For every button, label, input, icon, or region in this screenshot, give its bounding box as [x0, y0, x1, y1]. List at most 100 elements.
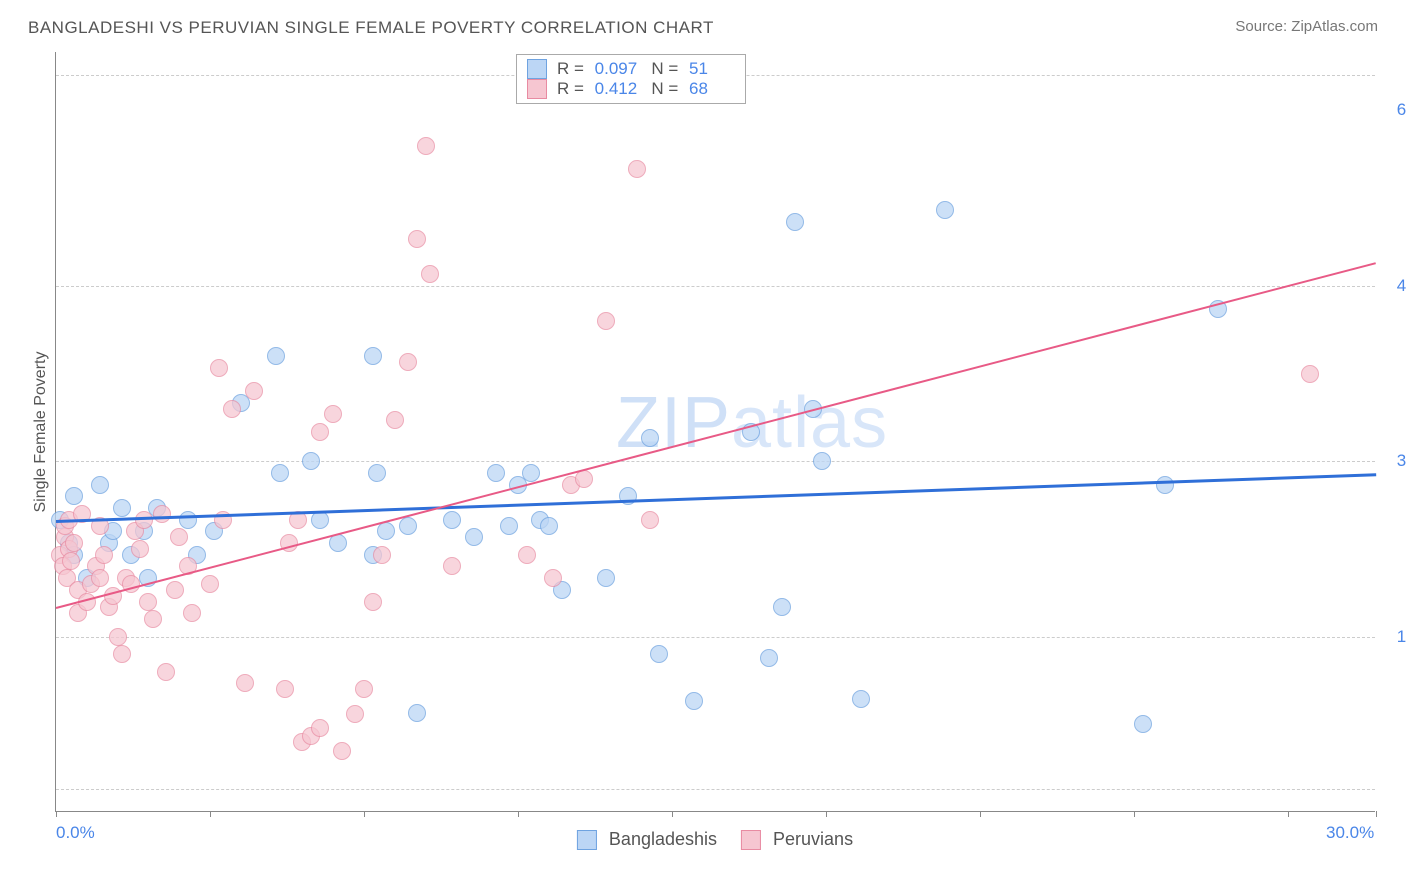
gridline: [56, 461, 1375, 462]
data-point: [65, 487, 83, 505]
x-tick: [1134, 811, 1135, 817]
data-point: [685, 692, 703, 710]
x-tick: [672, 811, 673, 817]
data-point: [236, 674, 254, 692]
data-point: [443, 557, 461, 575]
data-point: [540, 517, 558, 535]
data-point: [373, 546, 391, 564]
gridline: [56, 789, 1375, 790]
data-point: [267, 347, 285, 365]
data-point: [936, 201, 954, 219]
y-tick-label: 45.0%: [1385, 276, 1406, 296]
data-point: [245, 382, 263, 400]
data-point: [276, 680, 294, 698]
legend-stats: R = 0.097 N = 51R = 0.412 N = 68: [516, 54, 746, 104]
y-tick-label: 30.0%: [1385, 451, 1406, 471]
data-point: [641, 429, 659, 447]
source-link[interactable]: ZipAtlas.com: [1291, 18, 1378, 35]
data-point: [364, 593, 382, 611]
data-point: [210, 359, 228, 377]
data-point: [131, 540, 149, 558]
data-point: [113, 499, 131, 517]
x-tick-label: 30.0%: [1326, 823, 1374, 843]
data-point: [113, 645, 131, 663]
data-point: [408, 230, 426, 248]
data-point: [144, 610, 162, 628]
data-point: [1156, 476, 1174, 494]
data-point: [153, 505, 171, 523]
trendline: [56, 262, 1376, 609]
data-point: [311, 719, 329, 737]
data-point: [346, 705, 364, 723]
data-point: [518, 546, 536, 564]
swatch-icon: [527, 59, 547, 79]
plot-area: ZIPatlas 15.0%30.0%45.0%60.0%0.0%30.0%R …: [55, 52, 1375, 812]
scatter-chart: ZIPatlas 15.0%30.0%45.0%60.0%0.0%30.0%R …: [55, 52, 1375, 812]
x-tick: [1376, 811, 1377, 817]
data-point: [65, 534, 83, 552]
data-point: [522, 464, 540, 482]
swatch-icon: [577, 830, 597, 850]
data-point: [333, 742, 351, 760]
data-point: [421, 265, 439, 283]
trendline: [56, 473, 1376, 522]
data-point: [650, 645, 668, 663]
legend-bottom: Bangladeshis Peruvians: [577, 829, 853, 850]
swatch-icon: [527, 79, 547, 99]
data-point: [786, 213, 804, 231]
data-point: [386, 411, 404, 429]
data-point: [271, 464, 289, 482]
data-point: [773, 598, 791, 616]
data-point: [399, 353, 417, 371]
data-point: [170, 528, 188, 546]
x-tick: [210, 811, 211, 817]
data-point: [135, 511, 153, 529]
data-point: [311, 423, 329, 441]
data-point: [377, 522, 395, 540]
y-tick-label: 15.0%: [1385, 627, 1406, 647]
data-point: [500, 517, 518, 535]
legend-stats-row: R = 0.097 N = 51: [527, 59, 735, 79]
legend-stats-row: R = 0.412 N = 68: [527, 79, 735, 99]
data-point: [324, 405, 342, 423]
x-tick: [364, 811, 365, 817]
data-point: [760, 649, 778, 667]
data-point: [201, 575, 219, 593]
data-point: [62, 552, 80, 570]
x-tick: [1288, 811, 1289, 817]
data-point: [641, 511, 659, 529]
data-point: [364, 347, 382, 365]
y-axis-title: Single Female Poverty: [32, 352, 50, 513]
x-tick: [518, 811, 519, 817]
data-point: [399, 517, 417, 535]
data-point: [109, 628, 127, 646]
legend-item-bangladeshis: Bangladeshis: [577, 829, 717, 850]
x-tick-label: 0.0%: [56, 823, 95, 843]
x-tick: [980, 811, 981, 817]
data-point: [487, 464, 505, 482]
gridline: [56, 286, 1375, 287]
data-point: [465, 528, 483, 546]
chart-header: BANGLADESHI VS PERUVIAN SINGLE FEMALE PO…: [0, 0, 1406, 44]
data-point: [355, 680, 373, 698]
x-tick: [56, 811, 57, 817]
data-point: [1134, 715, 1152, 733]
data-point: [95, 546, 113, 564]
y-tick-label: 60.0%: [1385, 100, 1406, 120]
data-point: [852, 690, 870, 708]
data-point: [166, 581, 184, 599]
legend-item-peruvians: Peruvians: [741, 829, 853, 850]
data-point: [157, 663, 175, 681]
data-point: [91, 569, 109, 587]
data-point: [1301, 365, 1319, 383]
data-point: [417, 137, 435, 155]
data-point: [443, 511, 461, 529]
data-point: [368, 464, 386, 482]
data-point: [597, 312, 615, 330]
data-point: [544, 569, 562, 587]
data-point: [408, 704, 426, 722]
source-attribution: Source: ZipAtlas.com: [1235, 18, 1378, 35]
data-point: [91, 476, 109, 494]
data-point: [179, 511, 197, 529]
data-point: [139, 593, 157, 611]
